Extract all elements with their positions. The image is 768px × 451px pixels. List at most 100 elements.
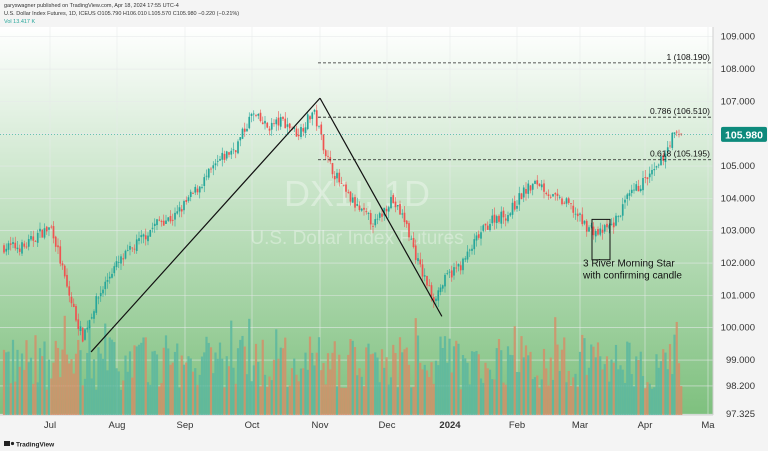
candle-body [439,287,442,293]
candle-body [480,232,482,239]
candle-body [102,289,104,294]
candle-body [237,141,239,154]
candle-body [97,297,100,299]
candle-body [486,225,489,230]
volume-bar [261,339,264,415]
volume-bar [574,373,577,415]
candle-body [345,184,347,192]
volume-bar [185,362,188,415]
volume-bar [509,354,512,415]
volume-bar [178,387,181,415]
volume-bar [306,369,309,415]
candle-body [104,281,107,290]
volume-bar [446,362,449,415]
candle-body [556,193,559,197]
volume-bar [335,386,339,415]
tradingview-logo-icon [4,441,10,446]
tradingview-logo: TradingView [4,441,55,449]
volume-bar [155,354,159,415]
candle-body [491,215,494,224]
candle-body [311,112,314,119]
volume-bar [677,363,681,415]
volume-bar [594,357,597,415]
candle-body [507,215,509,222]
volume-bar [43,341,46,415]
volume-bar [158,386,161,415]
candle-body [34,241,37,242]
last-price-label: 105.980 [725,129,763,141]
volume-bar [99,353,102,415]
volume-bar [635,356,638,415]
volume-bar [547,385,550,415]
volume-bar [27,362,30,415]
trendline [90,97,321,353]
volume-bar [441,347,444,415]
volume-bar [513,326,516,415]
volume-bar [187,356,190,415]
candle-body [174,212,176,220]
volume-bar [7,351,10,415]
candle-body [592,226,595,236]
volume-bar [140,342,143,415]
volume-bar [662,349,665,415]
candle-body [394,201,397,208]
volume-bar [612,362,615,415]
volume-bar [468,384,471,415]
candle-body [126,249,129,251]
volume-bar [72,373,75,415]
volume-bar [423,364,426,415]
volume-bar [34,335,37,415]
candle-body [572,205,575,213]
candle-body [529,185,532,191]
candle-body [552,194,554,197]
candle-body [75,306,77,321]
candle-body [648,173,651,178]
volume-bar [396,387,399,415]
candle-body [536,180,539,185]
volume-bar [14,381,17,415]
candle-body [248,116,251,129]
candle-body [513,201,516,210]
candle-body [196,188,199,193]
candle-body [66,274,68,287]
volume-bar [529,351,532,415]
candle-body [653,169,656,171]
candle-body [162,220,165,226]
volume-bar [583,338,586,415]
candle-body [574,213,577,215]
candle-body [450,270,453,278]
volume-bar [488,369,492,415]
candle-body [453,267,455,276]
candle-body [295,128,298,137]
volume-bar [317,337,321,415]
candle-body [81,327,84,342]
volume-bar [495,348,498,415]
volume-bar [644,388,647,415]
candle-body [309,116,311,120]
volume-bar [81,385,84,415]
candle-body [252,113,255,115]
volume-bar [518,372,521,415]
candle-body [239,137,242,141]
volume-bar [16,349,19,415]
volume-bar [486,368,489,415]
candle-body [651,170,653,175]
volume-bar [270,380,273,415]
candle-body [142,234,145,237]
volume-bar [304,352,307,415]
candle-body [223,153,226,160]
volume-bar [655,354,658,415]
candle-body [45,226,48,232]
candle-body [216,160,219,162]
candle-body [336,172,338,179]
volume-bar [342,387,345,415]
candle-body [482,225,485,231]
volume-bar [666,369,669,415]
volume-bar [268,376,271,415]
volume-bar [605,356,609,415]
volume-bar [257,362,260,415]
candle-body [360,208,363,211]
volume-bar [639,351,642,415]
candle-body [518,193,521,205]
